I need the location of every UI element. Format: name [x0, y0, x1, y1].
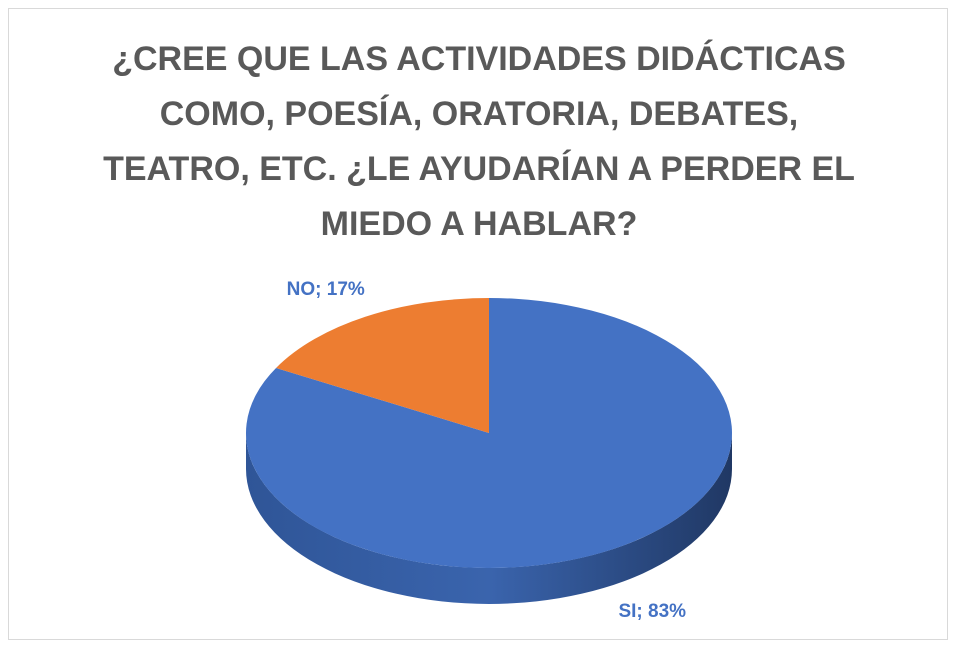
data-label: NO; 17%	[287, 279, 365, 300]
chart-title: ¿CREE QUE LAS ACTIVIDADES DIDÁCTICAS COM…	[103, 40, 855, 243]
slice-side	[246, 433, 732, 604]
slice	[276, 298, 489, 433]
chart-frame	[8, 8, 948, 640]
data-label: SI; 83%	[618, 601, 686, 622]
slice	[245, 298, 732, 568]
